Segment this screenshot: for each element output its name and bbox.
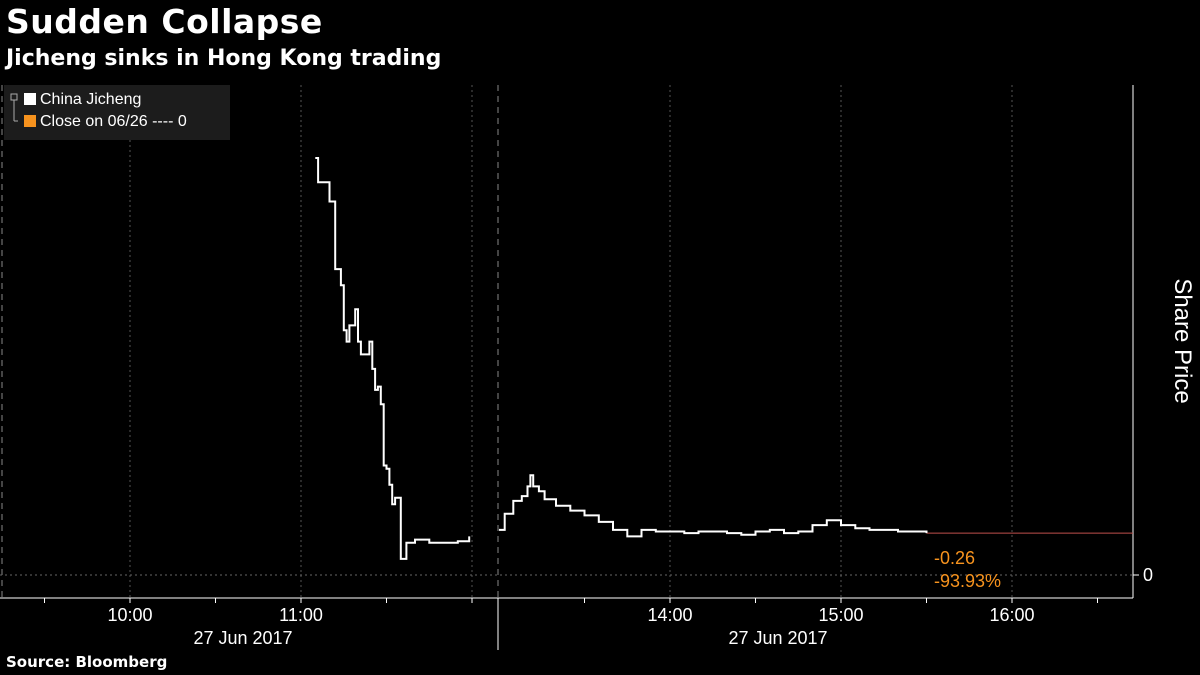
annotations: -0.26 -93.93% [934, 548, 1001, 591]
series-line-china-jicheng [499, 474, 928, 538]
legend: China Jicheng Close on 06/26 ---- 0 [4, 85, 230, 140]
series-layer [315, 157, 928, 560]
axes [0, 85, 1139, 650]
legend-swatch-orange [24, 115, 36, 127]
annotation-change: -0.26 [934, 548, 975, 568]
x-tick-label: 11:00 [279, 605, 323, 625]
x-tick-label: 10:00 [107, 605, 152, 625]
gridlines [0, 85, 1133, 598]
legend-item-china-jicheng[interactable]: China Jicheng [24, 91, 141, 109]
x-tick-label: 15:00 [818, 605, 863, 625]
series-line-china-jicheng [315, 157, 471, 560]
legend-tree-icon [10, 93, 18, 122]
chart-title: Sudden Collapse [6, 2, 323, 41]
x-date-label: 27 Jun 2017 [728, 628, 827, 648]
chart-subtitle: Jicheng sinks in Hong Kong trading [6, 46, 442, 71]
legend-swatch-white [24, 93, 36, 105]
annotation-change-pct: -93.93% [934, 571, 1001, 591]
y-axis-label: Share Price [1169, 278, 1196, 403]
source-note: Source: Bloomberg [6, 653, 168, 671]
y-tick-label: 0 [1143, 565, 1153, 585]
tick-labels: 10:00 11:00 14:00 15:00 16:00 27 Jun 2017 27 J… [107, 278, 1196, 648]
x-tick-label: 14:00 [647, 605, 692, 625]
x-date-label: 27 Jun 2017 [193, 628, 292, 648]
legend-label: Close on 06/26 ---- 0 [40, 113, 187, 130]
legend-label: China Jicheng [40, 91, 142, 108]
x-tick-label: 16:00 [989, 605, 1034, 625]
legend-item-close[interactable]: Close on 06/26 ---- 0 [24, 113, 187, 131]
